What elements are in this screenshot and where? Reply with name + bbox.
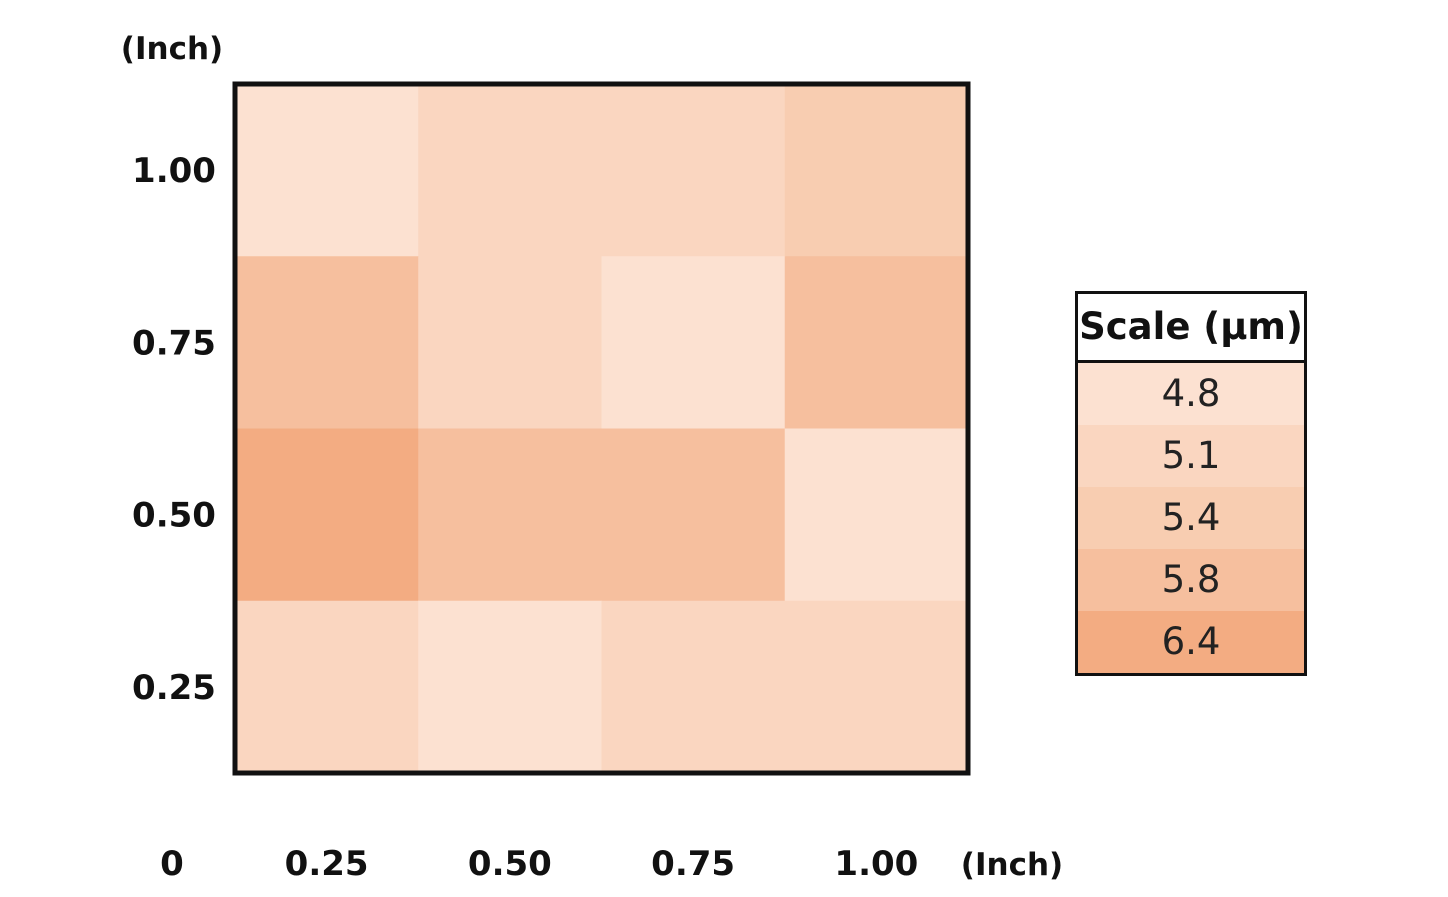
heatmap-cell — [418, 428, 603, 602]
color-scale-legend: Scale (µm) 4.8 5.1 5.4 5.8 6.4 — [1075, 291, 1307, 676]
heatmap-cells — [235, 84, 969, 774]
legend-title: Scale (µm) — [1078, 294, 1304, 363]
y-axis-unit-label: (Inch) — [121, 31, 223, 67]
heatmap-cell — [784, 256, 969, 430]
y-tick-label: 1.00 — [132, 151, 216, 191]
heatmap-cell — [784, 84, 969, 257]
x-tick-labels: 0.25 0.50 0.75 1.00 — [285, 844, 919, 884]
y-tick-label: 0.50 — [132, 496, 216, 536]
heatmap-cell — [418, 84, 603, 257]
legend-levels: 4.8 5.1 5.4 5.8 6.4 — [1078, 363, 1304, 673]
legend-level: 5.8 — [1078, 549, 1304, 611]
legend-level: 6.4 — [1078, 611, 1304, 673]
legend-level: 5.4 — [1078, 487, 1304, 549]
heatmap-cell — [601, 600, 786, 774]
x-tick-label: 0.50 — [468, 844, 552, 884]
heatmap-cell — [418, 256, 603, 430]
x-axis-unit-label: (Inch) — [961, 847, 1063, 883]
y-tick-label: 0.75 — [132, 323, 216, 363]
heatmap-cell — [235, 84, 419, 257]
heatmap-cell — [235, 600, 419, 774]
x-tick-label: 1.00 — [834, 844, 918, 884]
heatmap-cell — [235, 428, 419, 602]
heatmap-cell — [418, 600, 603, 774]
legend-level: 5.1 — [1078, 425, 1304, 487]
heatmap-cell — [784, 600, 969, 774]
x-tick-label: 0.75 — [651, 844, 735, 884]
heatmap-cell — [784, 428, 969, 602]
y-tick-labels: 1.00 0.75 0.50 0.25 — [132, 151, 216, 708]
legend-level: 4.8 — [1078, 363, 1304, 425]
y-tick-label: 0.25 — [132, 668, 216, 708]
heatmap-cell — [601, 428, 786, 602]
heatmap-cell — [601, 84, 786, 257]
heatmap-cell — [235, 256, 419, 430]
x-tick-label: 0.25 — [285, 844, 369, 884]
plot-border — [232, 81, 971, 776]
heatmap-cell — [601, 256, 786, 430]
origin-label: 0 — [160, 844, 184, 884]
